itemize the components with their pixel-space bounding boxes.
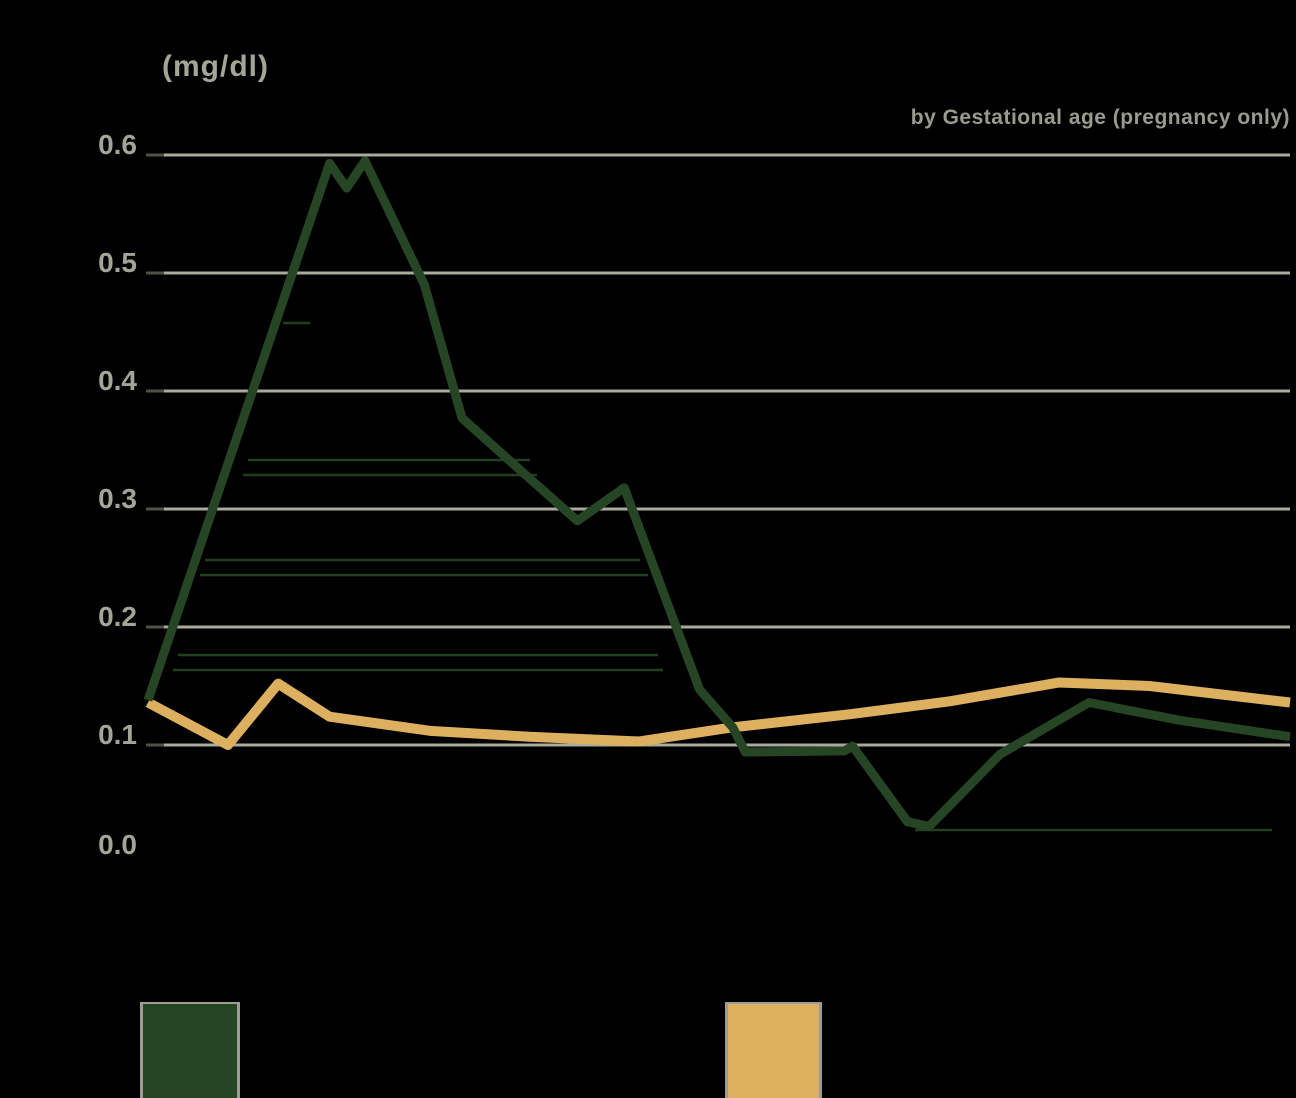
legend-swatch-yellow — [725, 1002, 822, 1098]
y-axis-tick-label: 0.0 — [98, 829, 137, 860]
y-axis-tick-label: 0.1 — [98, 719, 137, 750]
y-axis-tick-label: 0.5 — [98, 247, 137, 278]
y-axis-tick-label: 0.6 — [98, 129, 137, 160]
unit-label: (mg/dl) — [162, 50, 269, 83]
chart-annotation: by Gestational age (pregnancy only) — [910, 106, 1290, 129]
series-green — [143, 156, 1291, 831]
y-axis-tick-label: 0.3 — [98, 483, 137, 514]
series-yellow — [145, 677, 1291, 750]
y-axis-tick-label: 0.4 — [98, 365, 137, 396]
y-axis-tick-label: 0.2 — [98, 601, 137, 632]
legend-swatch-green — [140, 1002, 240, 1098]
